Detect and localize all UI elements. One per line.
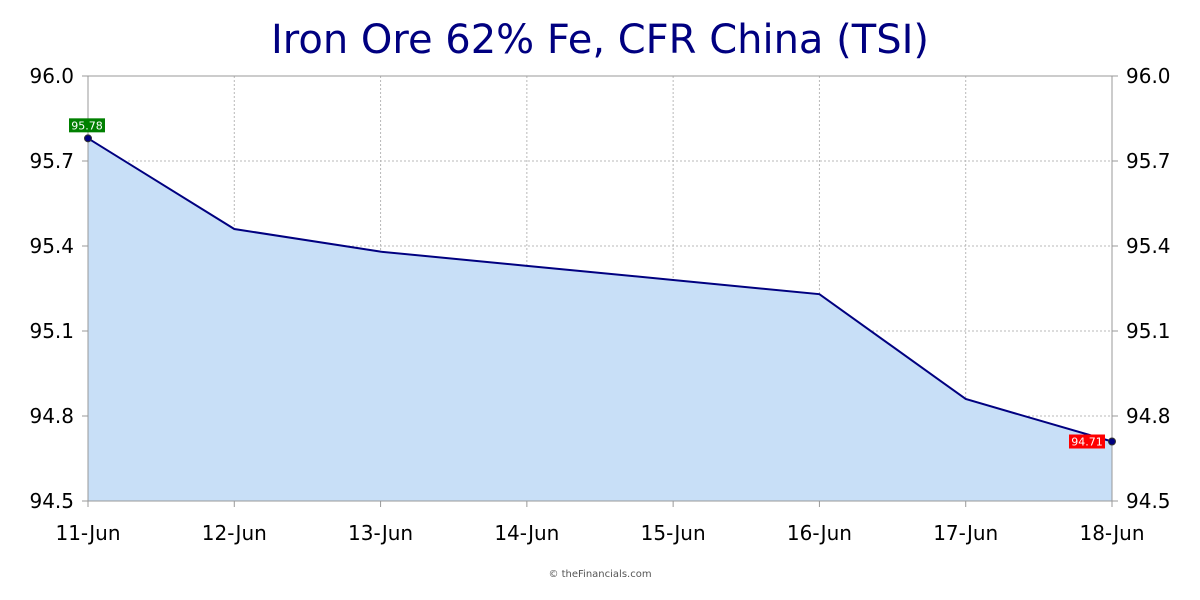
annotations: 95.78 94.71	[69, 118, 1116, 449]
series-line	[87, 137, 1113, 443]
y-tick-label-right: 95.7	[1126, 149, 1171, 173]
y-tick-label-left: 95.7	[29, 149, 74, 173]
point-marker	[84, 134, 92, 143]
y-tick-label-left: 94.8	[29, 404, 74, 428]
value-badge-label: 95.78	[71, 119, 103, 132]
y-tick-label-left: 95.4	[29, 234, 74, 258]
chart-title: Iron Ore 62% Fe, CFR China (TSI)	[270, 17, 929, 63]
tick-labels: 94.5 94.594.8 94.895.1 95.195.4 95.495.7 95.7…	[29, 64, 1170, 545]
x-tick-label: 12-Jun	[202, 521, 267, 545]
y-tick-label-right: 95.1	[1126, 319, 1171, 343]
point-marker	[1108, 437, 1116, 446]
y-tick-label-right: 94.8	[1126, 404, 1171, 428]
value-badge	[1069, 434, 1105, 449]
x-tick-label: 15-Jun	[641, 521, 706, 545]
copyright-notice: © theFinancials.com	[548, 569, 652, 580]
x-tick-label: 14-Jun	[494, 521, 559, 545]
x-tick-label: 11-Jun	[55, 521, 120, 545]
x-tick-label: 17-Jun	[933, 521, 998, 545]
y-tick-label-left: 95.1	[29, 319, 74, 343]
y-tick-label-left: 96.0	[29, 64, 74, 88]
value-badge	[69, 118, 105, 133]
x-tick-label: 13-Jun	[348, 521, 413, 545]
area-layer	[87, 137, 1113, 502]
series-area	[88, 138, 1112, 502]
axes	[82, 75, 1118, 507]
y-tick-label-left: 94.5	[29, 489, 74, 513]
y-tick-label-right: 95.4	[1126, 234, 1171, 258]
x-tick-label: 18-Jun	[1079, 521, 1144, 545]
x-tick-label: 16-Jun	[787, 521, 852, 545]
y-tick-label-right: 94.5	[1126, 489, 1171, 513]
value-badge-label: 94.71	[1071, 436, 1103, 449]
y-tick-label-right: 96.0	[1126, 64, 1171, 88]
